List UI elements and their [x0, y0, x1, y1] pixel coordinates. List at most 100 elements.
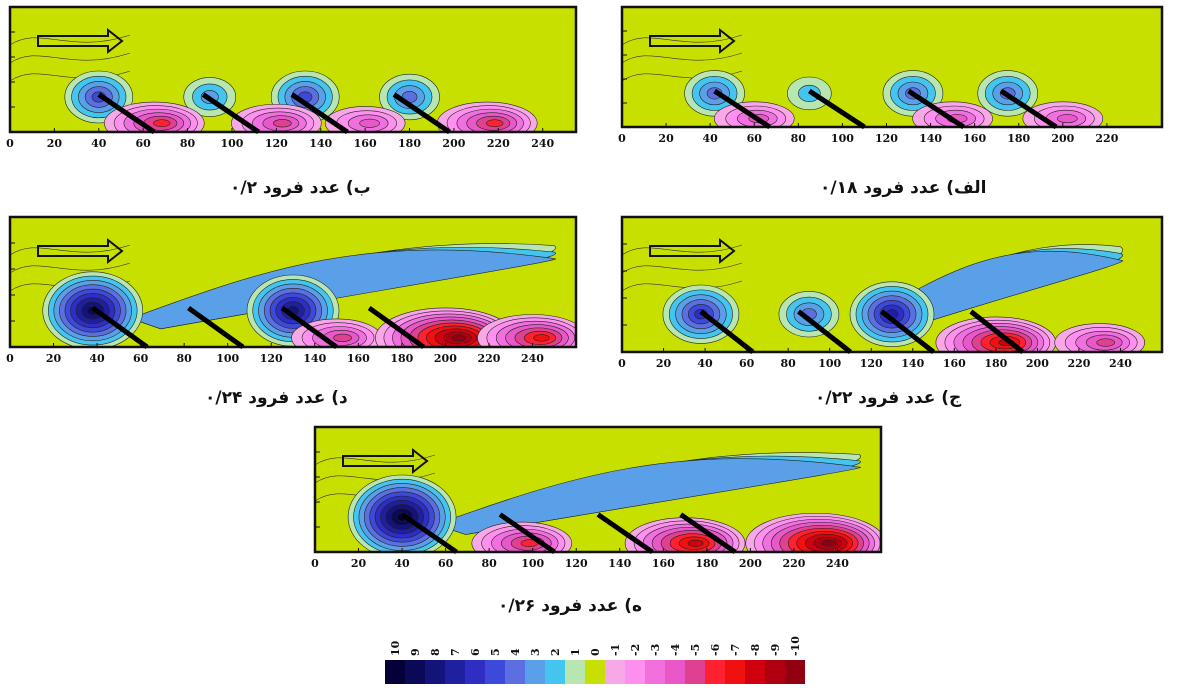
x-tick-label: 60: [438, 557, 454, 570]
contour-plot-he: 0 20 40 60 80 100 120 140 160 180 200 220 240: [311, 425, 883, 570]
x-tick-label: 20: [351, 557, 367, 570]
x-tick-label: 160: [943, 357, 966, 370]
x-tick-label: 220: [782, 557, 805, 570]
x-tick-label: 40: [697, 357, 713, 370]
x-tick-label: 100: [831, 132, 854, 145]
colorbar-swatch: [545, 660, 565, 684]
colorbar-label: 5: [489, 648, 502, 656]
x-tick-label: 160: [963, 132, 986, 145]
panel-jim: 0 20 40 60 80 100 120 140 160 180 200 220 240: [618, 215, 1180, 375]
colorbar-label: -2: [629, 644, 642, 656]
x-tick-label: 60: [747, 132, 763, 145]
wake-contour: [434, 458, 862, 535]
negative-contour: [687, 539, 704, 547]
x-tick-label: 120: [565, 557, 588, 570]
contour-plot-dal: 0 20 40 60 80 100 120 140 160 180 200 220 240: [6, 215, 578, 365]
colorbar-swatch: [425, 660, 445, 684]
caption-he: ه) عدد فرود ۰/۲۶: [498, 596, 643, 616]
contour-line: [10, 52, 131, 64]
flow-arrow-icon: [37, 27, 124, 55]
panel-dal: 0 20 40 60 80 100 120 140 160 180 200 220 240: [6, 215, 578, 375]
colorbar-swatch: [705, 660, 725, 684]
plot-frame: [8, 5, 578, 134]
x-tick-label: 200: [1051, 132, 1074, 145]
colorbar-label: 9: [409, 648, 422, 656]
plot-frame: [8, 215, 578, 349]
groin-line: [392, 92, 451, 135]
x-tick-label: 200: [442, 137, 465, 150]
x-tick-label: 20: [47, 137, 63, 150]
contour-line: [10, 34, 131, 46]
negative-contour: [333, 333, 352, 342]
colorbar-swatch: [725, 660, 745, 684]
negative-contour: [1096, 338, 1115, 347]
x-tick-label: 140: [919, 132, 942, 145]
groin-line: [679, 512, 737, 555]
x-tick-label: 140: [303, 352, 326, 365]
colorbar-swatch: [505, 660, 525, 684]
colorbar-label: 1: [569, 648, 582, 656]
panel-alef: 0 20 40 60 80 100 120 140 160 180 200 220: [618, 5, 1180, 165]
negative-contour: [486, 119, 504, 128]
colorbar-label: 4: [509, 648, 522, 656]
colorbar-label: 0: [589, 648, 602, 656]
x-tick-label: 120: [265, 137, 288, 150]
groin-line: [596, 512, 654, 555]
colorbar-swatch: [525, 660, 545, 684]
x-tick-label: 100: [818, 357, 841, 370]
x-tick-label: 0: [618, 357, 626, 370]
colorbar-swatch: [765, 660, 785, 684]
groin-line: [290, 92, 349, 135]
x-tick-label: 80: [180, 137, 196, 150]
colorbar-label: 2: [549, 648, 562, 656]
x-tick-label: 120: [875, 132, 898, 145]
x-tick-label: 80: [791, 132, 807, 145]
colorbar-label: 8: [429, 648, 442, 656]
contour-line: [622, 262, 743, 274]
x-tick-label: 220: [1095, 132, 1118, 145]
colorbar-swatch: [665, 660, 685, 684]
caption-be: ب) عدد فرود ۰/۲: [230, 178, 371, 198]
x-tick-label: 240: [531, 137, 554, 150]
x-tick-label: 60: [136, 137, 152, 150]
x-tick-label: 200: [739, 557, 762, 570]
contour-line: [622, 280, 743, 292]
colorbar-label: -10: [789, 636, 802, 656]
colorbar-swatch: [645, 660, 665, 684]
groin-line: [367, 305, 426, 350]
panel-be: 0 20 40 60 80 100 120 140 160 180 200 220 240: [6, 5, 578, 165]
negative-contour: [1057, 114, 1078, 124]
colorbar-label: 3: [529, 648, 542, 656]
colorbar-swatch: [465, 660, 485, 684]
colorbar-swatch: [605, 660, 625, 684]
colorbar-label: -5: [689, 644, 702, 656]
x-tick-label: 240: [826, 557, 849, 570]
panel-he: 0 20 40 60 80 100 120 140 160 180 200 220 240: [311, 425, 883, 580]
contour-line: [622, 34, 743, 46]
colorbar-label: -8: [749, 643, 762, 656]
colorbar-svg: 10 9 8 7 6 5 4 3 2 1 0 -1 -2 -3 -4 -5 -6 -7 -8 -9 -10: [385, 636, 805, 684]
negative-contour: [451, 334, 467, 342]
x-tick-label: 0: [618, 132, 626, 145]
x-tick-label: 80: [780, 357, 796, 370]
x-tick-label: 220: [477, 352, 500, 365]
colorbar-label: -7: [729, 644, 742, 656]
x-tick-label: 180: [390, 352, 413, 365]
x-tick-label: 0: [6, 137, 14, 150]
groin-line: [97, 92, 156, 135]
x-tick-label: 120: [260, 352, 283, 365]
plot-frame: [620, 215, 1164, 354]
groin-line: [400, 512, 458, 555]
groin-line: [201, 92, 260, 135]
negative-contour: [153, 119, 171, 128]
contour-plot-alef: 0 20 40 60 80 100 120 140 160 180 200 220: [618, 5, 1164, 145]
caption-jim: ج) عدد فرود ۰/۲۲: [815, 388, 962, 408]
x-tick-label: 220: [1067, 357, 1090, 370]
x-tick-label: 40: [89, 352, 105, 365]
plot-frame: [620, 5, 1164, 129]
negative-contour: [821, 539, 837, 547]
x-tick-label: 100: [220, 137, 243, 150]
groin-line: [713, 88, 772, 130]
groin-line: [999, 88, 1058, 130]
colorbar-label: -6: [709, 643, 722, 656]
